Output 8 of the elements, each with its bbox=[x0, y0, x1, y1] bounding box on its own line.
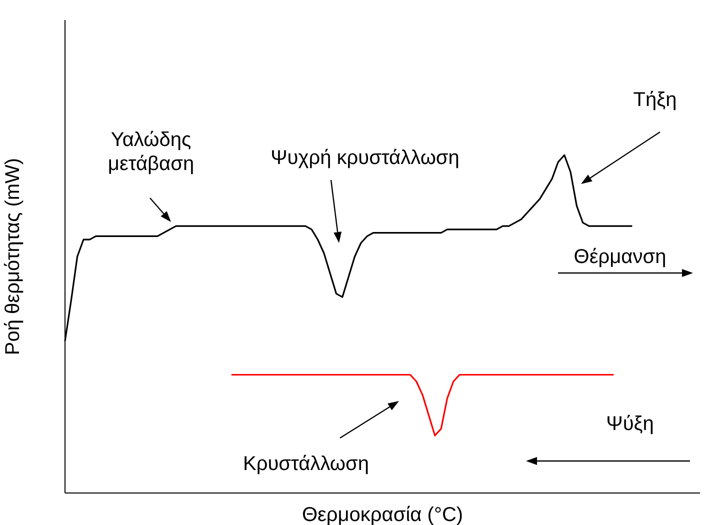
annotation: Θέρμανση bbox=[572, 245, 668, 269]
x-axis-title: Θερμοκρασία (°C) bbox=[302, 504, 464, 525]
annotation: Ψυχρή κρυστάλλωση bbox=[270, 146, 460, 170]
annotation: Ψύξη bbox=[605, 412, 655, 436]
annotation: Υαλώδης μετάβαση bbox=[106, 128, 196, 176]
annotation: Κρυστάλλωση bbox=[242, 452, 370, 476]
y-axis-title: Ροή θερμότητας (mW) bbox=[2, 158, 24, 356]
text: Τήξη bbox=[632, 88, 678, 112]
